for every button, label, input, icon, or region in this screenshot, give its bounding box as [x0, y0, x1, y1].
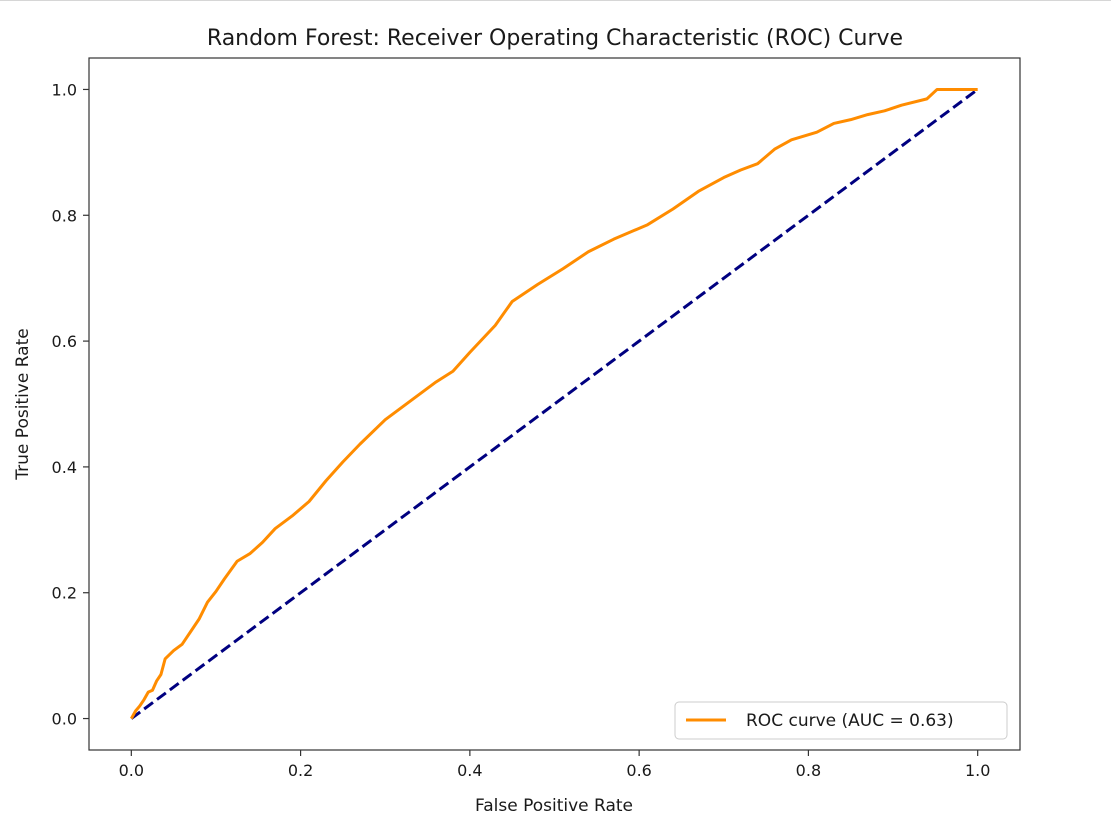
- x-tick-label: 0.6: [626, 761, 651, 780]
- plot-frame: [88, 57, 1021, 751]
- x-tick-label: 0.8: [796, 761, 821, 780]
- x-axis: 0.0 0.2 0.4 0.6 0.8 1.0: [119, 750, 990, 780]
- y-tick-label: 0.0: [52, 710, 77, 729]
- y-tick-label: 1.0: [52, 80, 77, 99]
- y-tick-label: 0.4: [52, 458, 77, 477]
- x-tick-label: 0.0: [119, 761, 144, 780]
- roc-curve-line: [130, 87, 978, 720]
- chart-title: Random Forest: Receiver Operating Charac…: [207, 26, 903, 51]
- y-axis-label: True Positive Rate: [13, 328, 33, 480]
- legend-label-roc: ROC curve (AUC = 0.63): [746, 711, 954, 731]
- y-tick-label: 0.2: [52, 584, 77, 603]
- y-axis: 0.0 0.2 0.4 0.6 0.8 1.0: [52, 80, 89, 729]
- legend: ROC curve (AUC = 0.63): [674, 701, 1008, 740]
- y-tick-label: 0.6: [52, 332, 77, 351]
- x-tick-label: 0.2: [288, 761, 313, 780]
- plot-area: [130, 87, 979, 720]
- x-tick-label: 0.4: [457, 761, 482, 780]
- x-axis-label: False Positive Rate: [475, 796, 633, 816]
- y-tick-label: 0.8: [52, 206, 77, 225]
- diagonal-reference-line: [130, 88, 979, 720]
- x-tick-label: 1.0: [965, 761, 990, 780]
- legend-box: [674, 701, 1008, 740]
